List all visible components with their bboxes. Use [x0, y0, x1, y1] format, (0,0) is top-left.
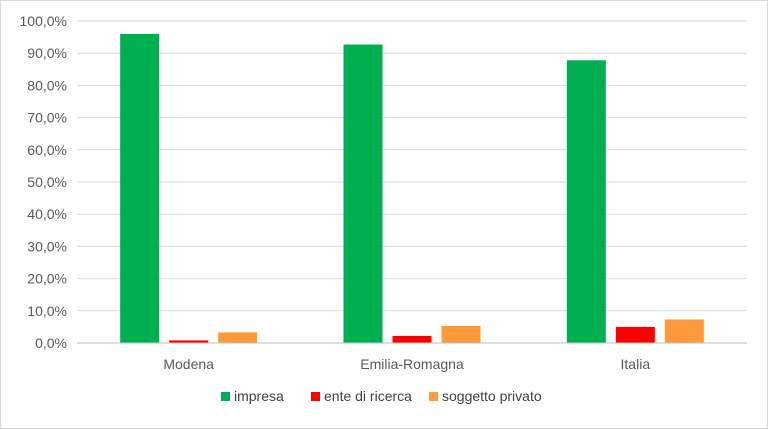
y-tick-label: 20,0%: [27, 271, 67, 287]
y-axis-ticks: 0,0% 10,0% 20,0% 30,0% 40,0% 50,0% 60,0% 70,0% 8…: [20, 13, 67, 351]
bar-soggetto-privato-modena: [218, 332, 258, 343]
bar-ente-di-ricerca-modena: [169, 340, 209, 343]
bars: [120, 33, 704, 344]
legend-label: ente di ricerca: [324, 388, 412, 404]
y-tick-label: 40,0%: [27, 206, 67, 222]
y-tick-label: 10,0%: [27, 303, 67, 319]
y-tick-label: 0,0%: [35, 335, 67, 351]
bar-soggetto-privato-emilia-romagna: [441, 325, 481, 343]
legend-swatch: [311, 392, 320, 401]
y-tick-label: 70,0%: [27, 110, 67, 126]
legend-swatch: [429, 392, 438, 401]
gridlines: [77, 20, 747, 312]
y-tick-label: 100,0%: [20, 13, 67, 29]
y-tick-label: 50,0%: [27, 174, 67, 190]
x-axis-categories: Modena Emilia-Romagna Italia: [163, 356, 650, 372]
legend-label: soggetto privato: [442, 388, 542, 404]
legend: impresa ente di ricerca soggetto privato: [221, 388, 542, 404]
y-tick-label: 80,0%: [27, 77, 67, 93]
legend-label: impresa: [234, 388, 284, 404]
legend-swatch: [221, 392, 230, 401]
y-tick-label: 60,0%: [27, 142, 67, 158]
bar-ente-di-ricerca-italia: [615, 326, 655, 343]
x-category-label: Modena: [163, 356, 214, 372]
bar-soggetto-privato-italia: [664, 319, 704, 343]
bar-impresa-emilia-romagna: [343, 44, 383, 343]
x-category-label: Emilia-Romagna: [360, 356, 464, 372]
bar-impresa-italia: [566, 60, 606, 344]
bar-impresa-modena: [120, 33, 160, 343]
bar-ente-di-ricerca-emilia-romagna: [392, 335, 432, 343]
y-tick-label: 90,0%: [27, 45, 67, 61]
y-tick-label: 30,0%: [27, 238, 67, 254]
x-category-label: Italia: [621, 356, 651, 372]
